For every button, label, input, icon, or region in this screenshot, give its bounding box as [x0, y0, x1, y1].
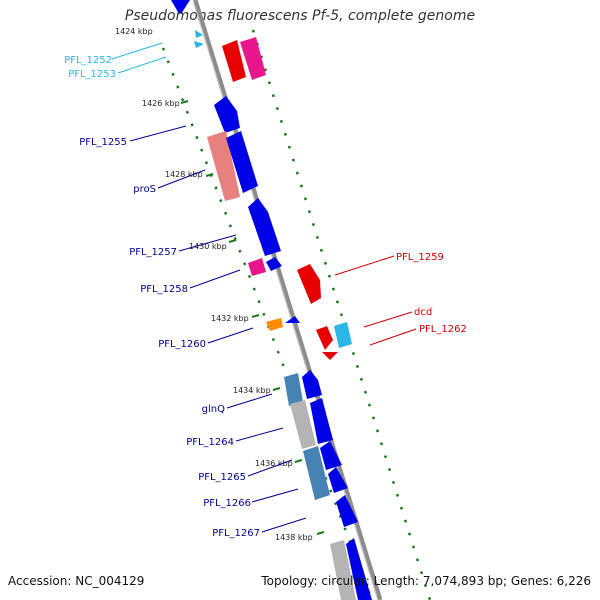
gene-label-pfl-1253[interactable]: PFL_1253: [68, 69, 116, 80]
gene-arrow[interactable]: [320, 441, 342, 470]
gene-arrow[interactable]: [266, 257, 282, 271]
gene-label-pfl-1258[interactable]: PFL_1258: [140, 284, 188, 295]
gene-label-pfl-1257[interactable]: PFL_1257: [129, 247, 177, 258]
tick-label: 1438 kbp: [275, 533, 313, 542]
genome-summary-text: Topology: circular; Length: 7,074,893 bp…: [261, 574, 591, 588]
gene-labels: PFL_1252 PFL_1253 PFL_1255 proS PFL_1257…: [64, 55, 467, 539]
gene-label-glnq[interactable]: glnQ: [202, 404, 225, 415]
tick-label: 1434 kbp: [233, 386, 271, 395]
gene-arrow[interactable]: [248, 198, 281, 256]
tick-label: 1432 kbp: [211, 314, 249, 323]
gene-label-pfl-1265[interactable]: PFL_1265: [198, 472, 246, 483]
tick-labels: 1424 kbp 1426 kbp 1428 kbp 1430 kbp 1432…: [115, 27, 313, 542]
gene-arrow[interactable]: [285, 316, 300, 323]
callout-lines: [111, 42, 417, 533]
gene-label-pfl-1267[interactable]: PFL_1267: [212, 528, 260, 539]
gene-label-pros[interactable]: proS: [133, 184, 156, 195]
gene-label-pfl-1259[interactable]: PFL_1259: [396, 252, 444, 263]
gene-arrow[interactable]: [316, 326, 333, 350]
gene-arrow[interactable]: [322, 352, 338, 360]
gene-arrow[interactable]: [334, 322, 352, 348]
gene-arrow[interactable]: [207, 131, 240, 201]
gene-arrow[interactable]: [284, 373, 303, 406]
gene-arrow[interactable]: [336, 495, 358, 527]
gene-arrow[interactable]: [302, 370, 322, 399]
gene-arrow[interactable]: [248, 258, 266, 276]
forward-strand-genes: [171, 0, 372, 600]
gene-arrow[interactable]: [226, 131, 258, 193]
outer-tick-track: [251, 29, 432, 600]
gene-arrow[interactable]: [171, 0, 190, 14]
tick-label: 1436 kbp: [255, 459, 293, 468]
gene-label-pfl-1260[interactable]: PFL_1260: [158, 339, 206, 350]
gene-arrow[interactable]: [328, 467, 348, 493]
gene-arrow[interactable]: [194, 41, 204, 48]
gene-arrow[interactable]: [266, 318, 283, 331]
gene-label-pfl-1255[interactable]: PFL_1255: [79, 137, 127, 148]
map-title: Pseudomonas fluorescens Pf-5, complete g…: [124, 8, 476, 24]
tick-label: 1428 kbp: [165, 170, 203, 179]
tick-label: 1426 kbp: [142, 99, 180, 108]
gene-label-dcd[interactable]: dcd: [414, 307, 432, 318]
gene-arrow[interactable]: [240, 37, 266, 80]
gene-label-pfl-1264[interactable]: PFL_1264: [186, 437, 234, 448]
gene-arrow[interactable]: [346, 538, 372, 600]
gene-arrow[interactable]: [310, 398, 333, 444]
gene-arrow[interactable]: [303, 446, 330, 500]
gene-arrow[interactable]: [195, 30, 203, 38]
tick-label: 1424 kbp: [115, 27, 153, 36]
reverse-strand-genes: [222, 37, 352, 360]
accession-text: Accession: NC_004129: [8, 574, 145, 588]
gene-label-pfl-1252[interactable]: PFL_1252: [64, 55, 112, 66]
tick-label: 1430 kbp: [189, 242, 227, 251]
tick-leaders: [180, 100, 325, 535]
gene-arrow[interactable]: [290, 400, 316, 449]
gene-label-pfl-1266[interactable]: PFL_1266: [203, 498, 251, 509]
gene-arrow[interactable]: [297, 264, 321, 304]
gene-arrow[interactable]: [330, 540, 356, 600]
gene-arrow[interactable]: [214, 96, 240, 133]
gene-arrow[interactable]: [222, 40, 246, 82]
gene-label-pfl-1262[interactable]: PFL_1262: [419, 324, 467, 335]
